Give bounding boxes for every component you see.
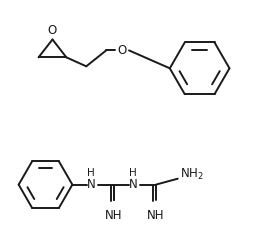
Text: NH: NH (147, 210, 165, 223)
Text: H: H (129, 168, 137, 178)
Text: H: H (87, 168, 95, 178)
Text: N: N (129, 178, 137, 191)
Text: NH$_2$: NH$_2$ (180, 167, 204, 182)
Text: O: O (117, 44, 127, 57)
Text: O: O (48, 24, 57, 38)
Text: NH: NH (105, 210, 123, 223)
Text: N: N (87, 178, 96, 191)
